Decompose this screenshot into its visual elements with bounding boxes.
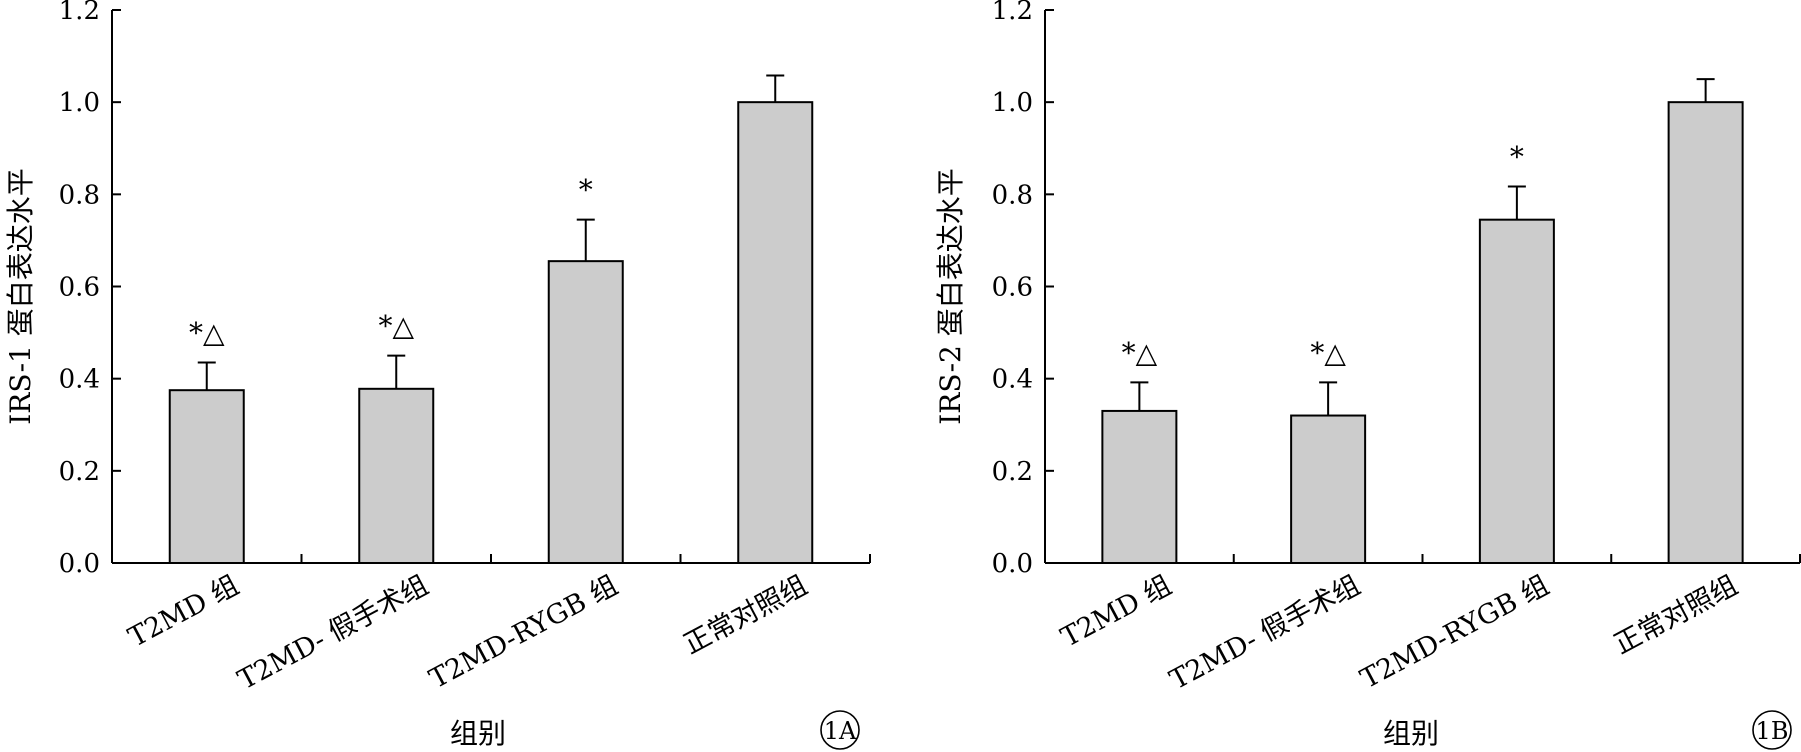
y-axis-title: IRS-1 蛋白表达水平: [4, 168, 37, 425]
y-tick-label: 1.0: [992, 88, 1033, 118]
bar: [1478, 218, 1555, 564]
x-axis-title: 组别: [1383, 717, 1439, 750]
panel-label-circle: [1752, 710, 1792, 750]
significance-mark: *: [579, 174, 593, 207]
x-axis-title: 组别: [450, 717, 506, 750]
y-tick-label: 1.2: [59, 0, 100, 26]
chart-panel-1: 0.0 0.2 0.4 0.6 0.8 1.0 1.2 *△ T2MD 组 *△ T2MD- 假手术…: [4, 0, 871, 750]
bar: [358, 387, 435, 564]
y-tick-label: 0.8: [59, 180, 100, 210]
y-tick-label: 0.8: [992, 180, 1033, 210]
y-tick-label: 0.2: [59, 457, 100, 487]
x-category-label: 正常对照组: [679, 570, 813, 661]
x-category-label: 正常对照组: [1609, 570, 1743, 661]
x-category-label: T2MD- 假手术组: [233, 570, 434, 696]
bar: [547, 260, 624, 564]
bar: [1290, 414, 1367, 564]
y-tick-label: 0.0: [992, 549, 1033, 579]
y-tick-label: 0.4: [59, 365, 100, 395]
y-tick-label: 0.6: [59, 273, 100, 303]
y-tick-label: 0.4: [992, 365, 1033, 395]
x-category-label: T2MD 组: [1056, 570, 1177, 654]
x-category-label: T2MD- 假手术组: [1165, 570, 1366, 696]
significance-mark: *△: [1122, 336, 1158, 369]
bar: [168, 389, 245, 564]
significance-mark: *△: [189, 317, 225, 350]
x-category-label: T2MD 组: [123, 570, 244, 654]
y-tick-label: 0.6: [992, 273, 1033, 303]
bar: [737, 101, 814, 565]
significance-mark: *△: [1310, 336, 1346, 369]
significance-mark: *: [1510, 140, 1524, 173]
y-tick-label: 1.0: [59, 88, 100, 118]
y-tick-label: 1.2: [992, 0, 1033, 26]
x-category-label: T2MD-RYGB 组: [424, 570, 623, 695]
panel-label: 1A: [824, 717, 857, 745]
panel-label: 1B: [1756, 717, 1789, 745]
y-axis-title: IRS-2 蛋白表达水平: [934, 168, 967, 425]
panel-label-circle: [820, 710, 860, 750]
bar: [1101, 409, 1178, 564]
bar: [1667, 101, 1744, 565]
chart-panel-2: 0.0 0.2 0.4 0.6 0.8 1.0 1.2 *△ T2MD 组 *△ T2MD- 假手术…: [934, 0, 1801, 750]
significance-mark: *△: [378, 310, 414, 343]
y-tick-label: 0.2: [992, 457, 1033, 487]
y-tick-label: 0.0: [59, 549, 100, 579]
x-category-label: T2MD-RYGB 组: [1356, 570, 1555, 695]
